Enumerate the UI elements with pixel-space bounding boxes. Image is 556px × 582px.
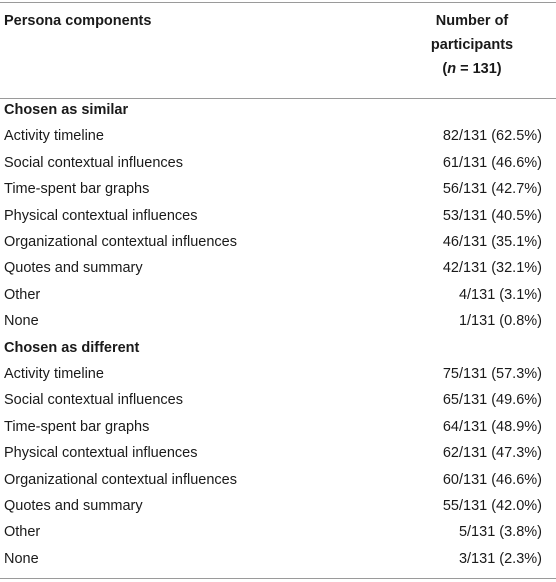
header-variable: n [447, 61, 457, 77]
row-value: 64/131 (48.9%) [442, 418, 542, 435]
header-rule [0, 98, 556, 99]
header-line: (n = 131) [402, 57, 542, 81]
row-label: None [4, 550, 39, 567]
row-label: Activity timeline [4, 366, 104, 382]
row-label: Time-spent bar graphs [4, 181, 150, 198]
header-line: participants [430, 37, 514, 53]
row-label: None [4, 313, 39, 330]
row-value: 5/131 (3.8%) [458, 524, 542, 541]
header-text: ( [442, 61, 448, 77]
row-value: 3/131 (2.3%) [458, 550, 542, 567]
row-value: 53/131 (40.5%) [442, 207, 542, 224]
row-value: 60/131 (46.6%) [442, 471, 542, 488]
row-label: Social contextual influences [4, 154, 183, 171]
row-label: Physical contextual influences [4, 445, 198, 462]
column-header: Persona components [4, 13, 152, 29]
row-label: Other [4, 524, 41, 541]
row-value: 42/131 (32.1%) [442, 260, 542, 277]
bottom-rule [0, 578, 556, 579]
row-value: 82/131 (62.5%) [442, 128, 542, 145]
row-label: Physical contextual influences [4, 207, 198, 224]
row-label: Other [4, 286, 41, 303]
section-title: Chosen as similar [4, 102, 129, 118]
row-value: 61/131 (46.6%) [442, 154, 542, 171]
row-label: Social contextual influences [4, 392, 183, 409]
row-value: 46/131 (35.1%) [442, 234, 542, 250]
row-value: 1/131 (0.8%) [458, 313, 542, 330]
row-label: Organizational contextual influences [4, 471, 237, 488]
row-value: 55/131 (42.0%) [442, 498, 542, 514]
row-value: 75/131 (57.3%) [442, 366, 542, 382]
header-text: = 131) [456, 61, 502, 77]
row-label: Activity timeline [4, 128, 104, 145]
row-value: 62/131 (47.3%) [442, 445, 542, 462]
row-label: Quotes and summary [4, 498, 143, 514]
row-label: Time-spent bar graphs [4, 418, 150, 435]
row-label: Organizational contextual influences [4, 234, 237, 250]
column-header: Number of participants (n = 131) [402, 9, 542, 81]
header-line: Number of [435, 13, 509, 29]
top-rule [0, 2, 556, 3]
row-label: Quotes and summary [4, 260, 143, 277]
section-title: Chosen as different [4, 339, 140, 356]
row-value: 56/131 (42.7%) [442, 181, 542, 198]
row-value: 65/131 (49.6%) [442, 392, 542, 409]
row-value: 4/131 (3.1%) [458, 286, 542, 303]
